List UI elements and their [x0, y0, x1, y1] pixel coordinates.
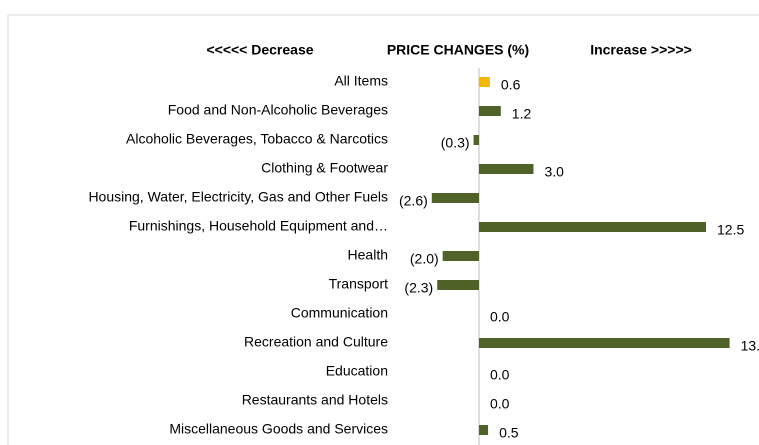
bar	[479, 164, 534, 174]
bar	[442, 251, 479, 261]
chart-title: PRICE CHANGES (%)	[387, 42, 529, 58]
bar	[479, 222, 706, 232]
data-label: 0.5	[499, 425, 519, 441]
category-label: Clothing & Footwear	[261, 160, 388, 176]
data-label: (0.3)	[441, 135, 470, 151]
bar	[479, 338, 730, 348]
data-label: (2.3)	[404, 280, 433, 296]
category-label: Recreation and Culture	[244, 334, 388, 350]
category-label: Food and Non-Alcoholic Beverages	[168, 102, 388, 118]
data-label: 0.0	[490, 367, 510, 383]
category-label: Miscellaneous Goods and Services	[169, 421, 388, 437]
category-label: Restaurants and Hotels	[242, 392, 388, 408]
category-label: Education	[326, 363, 388, 379]
decrease-label: <<<<< Decrease	[206, 42, 313, 58]
bar	[437, 280, 479, 290]
bar	[479, 425, 489, 435]
chart-border	[7, 14, 759, 445]
bar	[431, 193, 479, 203]
category-label: Housing, Water, Electricity, Gas and Oth…	[88, 189, 388, 205]
category-label: Alcoholic Beverages, Tobacco & Narcotics	[126, 131, 388, 147]
data-label: 13.8	[741, 338, 759, 354]
data-label: 0.0	[490, 396, 510, 412]
category-label: All Items	[334, 73, 388, 89]
category-label: Furnishings, Household Equipment and…	[129, 218, 388, 234]
data-label: 3.0	[544, 164, 564, 180]
data-label: (2.6)	[399, 193, 428, 209]
data-label: 12.5	[717, 222, 744, 238]
bar	[479, 77, 490, 87]
category-label: Health	[348, 247, 388, 263]
data-label: 1.2	[512, 106, 532, 122]
bar	[473, 135, 479, 145]
increase-label: Increase >>>>>	[590, 42, 692, 58]
data-label: 0.0	[490, 309, 510, 325]
category-label: Transport	[329, 276, 389, 292]
data-label: 0.6	[501, 77, 521, 93]
bar	[479, 106, 501, 116]
data-label: (2.0)	[410, 251, 439, 267]
category-label: Communication	[291, 305, 388, 321]
